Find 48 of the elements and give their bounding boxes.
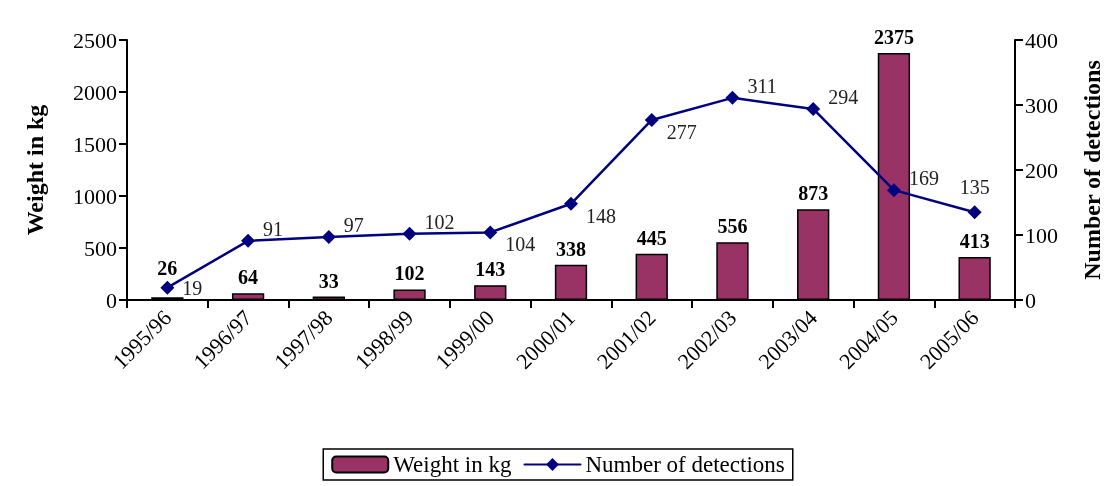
y-tick-label: 2500 <box>73 27 117 53</box>
data-label: 311 <box>747 74 777 97</box>
y2-tick-label: 400 <box>1025 27 1058 53</box>
y2-axis-title: Number of detections <box>1079 60 1105 280</box>
data-label: 413 <box>959 230 990 253</box>
data-label: 445 <box>636 226 667 249</box>
y2-tick-label: 300 <box>1025 92 1058 118</box>
data-label: 135 <box>959 176 990 199</box>
point <box>967 205 982 220</box>
y-tick-label: 500 <box>84 235 117 261</box>
data-label: 97 <box>343 213 364 236</box>
point <box>160 280 175 295</box>
data-label: 64 <box>238 266 259 289</box>
data-label: 873 <box>798 182 829 205</box>
y-tick-label: 1500 <box>73 131 117 157</box>
y2-tick-label: 0 <box>1025 287 1036 313</box>
point <box>725 90 740 105</box>
data-label: 294 <box>828 85 859 108</box>
data-label: 104 <box>505 233 536 256</box>
data-label: 338 <box>556 237 586 260</box>
y-tick-label: 2000 <box>73 79 117 105</box>
point <box>886 183 901 198</box>
y2-tick-label: 100 <box>1025 222 1058 248</box>
data-label: 556 <box>717 215 748 238</box>
legend-label: Weight in kg <box>393 452 512 477</box>
data-label: 2375 <box>873 26 914 48</box>
data-label: 277 <box>666 120 697 143</box>
data-label: 19 <box>182 276 203 299</box>
data-label: 91 <box>263 217 284 240</box>
y-axis-title: Weight in kg <box>22 104 48 236</box>
data-label: 102 <box>424 210 455 233</box>
data-label: 169 <box>908 167 939 190</box>
data-label: 33 <box>318 269 339 292</box>
point <box>564 196 578 211</box>
data-label: 102 <box>394 262 425 285</box>
point <box>402 226 417 241</box>
point <box>241 233 256 248</box>
y-tick-label: 1000 <box>73 183 117 209</box>
data-label: 26 <box>157 256 178 279</box>
data-label: 148 <box>586 204 616 227</box>
point <box>483 225 498 240</box>
point <box>806 101 821 116</box>
point <box>321 229 336 244</box>
y-tick-label: 0 <box>106 287 117 313</box>
point <box>644 112 659 127</box>
data-label: 143 <box>475 258 506 281</box>
y2-tick-label: 200 <box>1025 157 1058 183</box>
legend-label: Number of detections <box>585 452 785 477</box>
